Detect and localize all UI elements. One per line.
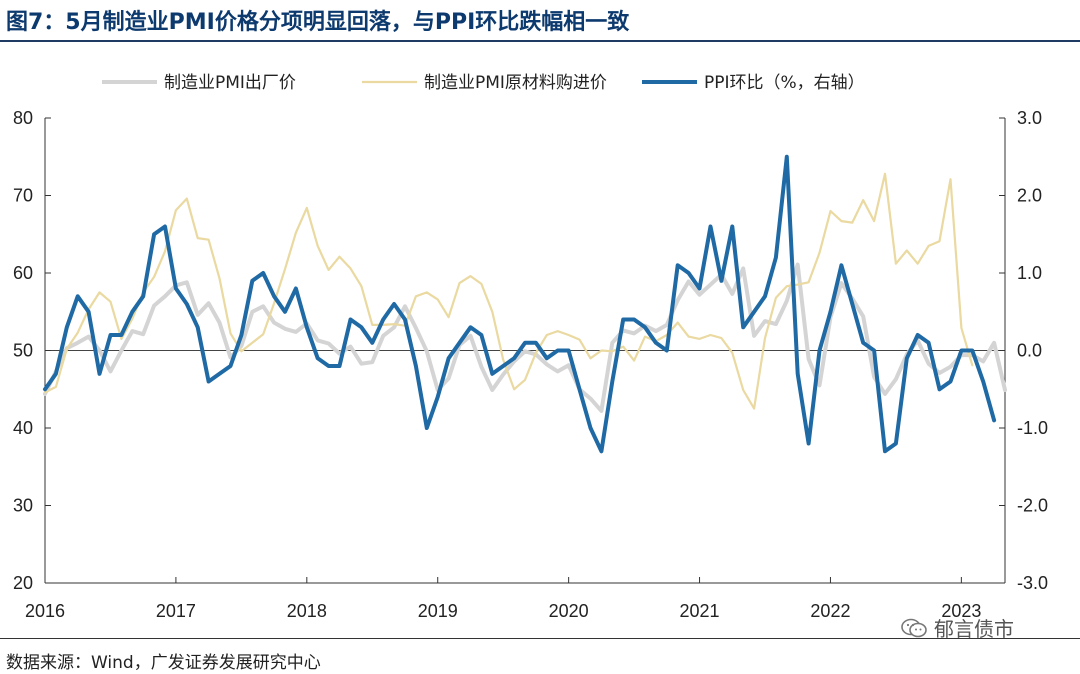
- legend-label-2: PPI环比（%，右轴）: [704, 73, 865, 93]
- series-line-0: [43, 262, 1007, 413]
- left-tick-label: 50: [13, 341, 33, 361]
- footer-divider: [0, 638, 1080, 639]
- watermark-text: 郁言债市: [934, 617, 1014, 641]
- left-tick-label: 40: [13, 418, 33, 438]
- right-tick-label: 0.0: [1017, 341, 1042, 361]
- left-tick-label: 60: [13, 263, 33, 283]
- right-tick-label: -1.0: [1017, 418, 1048, 438]
- x-tick-label: 2021: [680, 601, 720, 621]
- series-line-2: [43, 154, 997, 454]
- left-tick-label: 20: [13, 573, 33, 593]
- x-tick-label: 2016: [25, 601, 65, 621]
- right-tick-label: 2.0: [1017, 186, 1042, 206]
- right-tick-label: 1.0: [1017, 263, 1042, 283]
- x-tick-label: 2022: [810, 601, 850, 621]
- right-tick-label: -3.0: [1017, 573, 1048, 593]
- wechat-icon: [901, 618, 927, 637]
- legend-label-1: 制造业PMI原材料购进价: [424, 73, 607, 93]
- x-tick-label: 2018: [287, 601, 327, 621]
- legend-label-0: 制造业PMI出厂价: [164, 73, 296, 93]
- x-tick-label: 2019: [418, 601, 458, 621]
- title-divider: [0, 40, 1080, 42]
- x-tick-label: 2020: [549, 601, 589, 621]
- x-tick-label: 2017: [156, 601, 196, 621]
- chart-title: 图7：5月制造业PMI价格分项明显回落，与PPI环比跌幅相一致: [6, 10, 630, 35]
- left-tick-label: 80: [13, 108, 33, 128]
- x-tick-label: 2023: [941, 601, 981, 621]
- data-source: 数据来源：Wind，广发证券发展研究中心: [6, 653, 321, 673]
- left-tick-label: 70: [13, 186, 33, 206]
- series-line-1: [43, 172, 974, 410]
- left-tick-label: 30: [13, 496, 33, 516]
- right-tick-label: 3.0: [1017, 108, 1042, 128]
- right-tick-label: -2.0: [1017, 496, 1048, 516]
- watermark: 郁言债市: [900, 613, 1014, 642]
